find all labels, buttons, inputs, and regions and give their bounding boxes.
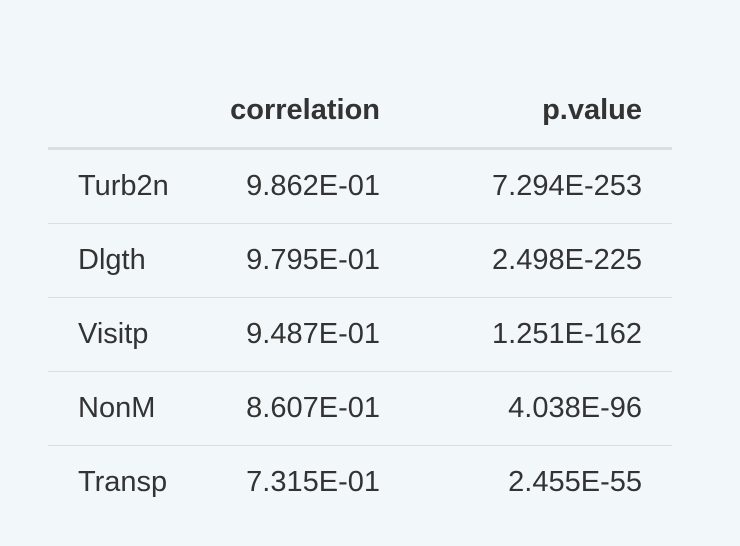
table-row: Turb2n 9.862E-01 7.294E-253 xyxy=(48,148,672,224)
p-value-cell: 7.294E-253 xyxy=(410,148,672,224)
correlation-cell: 9.795E-01 xyxy=(224,223,410,298)
correlation-cell: 7.315E-01 xyxy=(246,466,380,498)
row-name: Turb2n xyxy=(48,148,224,224)
correlation-cell: 9.487E-01 xyxy=(224,297,410,372)
p-value-cell: 4.038E-96 xyxy=(410,371,672,446)
correlation-table: correlation p.value Turb2n 9.862E-01 7.2… xyxy=(48,74,672,519)
row-name: Visitp xyxy=(48,297,224,372)
table-row: Visitp 9.487E-01 1.251E-162 xyxy=(48,297,672,372)
p-value-cell: 2.498E-225 xyxy=(410,223,672,298)
header-row-name xyxy=(48,74,224,150)
row-name: Dlgth xyxy=(48,223,224,298)
header-correlation: correlation xyxy=(224,74,410,150)
correlation-table-container: correlation p.value Turb2n 9.862E-01 7.2… xyxy=(48,74,672,519)
correlation-cell: 8.607E-01 xyxy=(224,371,410,446)
p-value-cell: 1.251E-162 xyxy=(410,297,672,372)
header-row: correlation p.value xyxy=(48,74,672,150)
table-row: Transp 7.315E-01 2.455E-55 xyxy=(48,446,672,520)
table-body: Turb2n 9.862E-01 7.294E-253 Dlgth 9.795E… xyxy=(48,148,672,520)
table-row: Dlgth 9.795E-01 2.498E-225 xyxy=(48,223,672,298)
row-name: NonM xyxy=(48,371,224,446)
table-header: correlation p.value xyxy=(48,74,672,150)
header-p-value: p.value xyxy=(410,74,672,150)
table-row: NonM 8.607E-01 4.038E-96 xyxy=(48,371,672,446)
p-value-cell: 2.455E-55 xyxy=(508,466,642,498)
row-name: Transp xyxy=(78,466,168,498)
correlation-cell: 9.862E-01 xyxy=(224,148,410,224)
